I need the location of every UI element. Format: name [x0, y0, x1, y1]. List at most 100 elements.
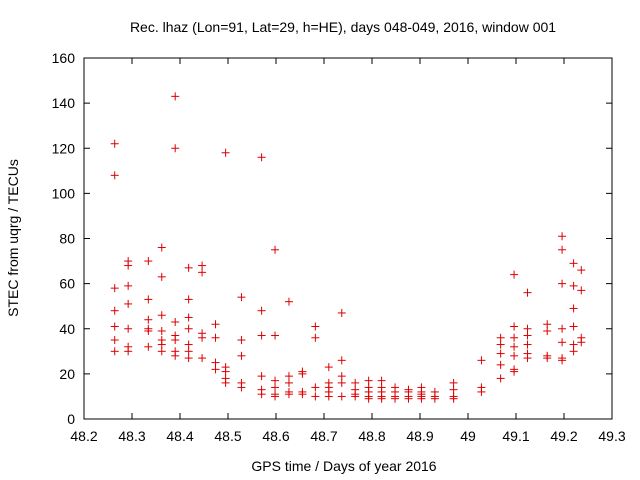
data-point: [477, 356, 486, 365]
data-point: [198, 354, 207, 363]
data-point: [496, 360, 505, 369]
x-tick-label: 48.3: [118, 428, 145, 444]
x-tick-label: 48.9: [406, 428, 433, 444]
x-tick-label: 48.6: [262, 428, 289, 444]
data-point: [221, 367, 230, 376]
data-point: [271, 331, 280, 340]
x-tick-label: 48.8: [358, 428, 385, 444]
y-tick-label: 40: [59, 321, 75, 337]
data-point: [311, 392, 320, 401]
data-point: [569, 304, 578, 313]
data-point: [337, 372, 346, 381]
data-point: [237, 293, 246, 302]
data-point: [211, 358, 220, 367]
data-point: [510, 270, 519, 279]
x-tick-label: 48.2: [70, 428, 97, 444]
data-point: [257, 331, 266, 340]
data-point: [144, 327, 153, 336]
y-axis-ticks: 0 20 40 60 80 100 120 140 160: [52, 50, 612, 427]
data-point: [577, 338, 586, 347]
data-point: [510, 367, 519, 376]
data-point: [337, 378, 346, 387]
data-point: [257, 390, 266, 399]
x-axis-label: GPS time / Days of year 2016: [251, 458, 436, 474]
x-axis-ticks: 48.2 48.3 48.4 48.5 48.6 48.7 48.8 48.9 49 49.1 49…: [70, 58, 626, 444]
data-point: [284, 372, 293, 381]
data-point: [211, 365, 220, 374]
data-point: [198, 333, 207, 342]
data-point: [364, 394, 373, 403]
data-point: [558, 356, 567, 365]
data-point: [271, 376, 280, 385]
y-tick-label: 60: [59, 276, 75, 292]
data-point: [510, 322, 519, 331]
data-point: [449, 385, 458, 394]
data-point: [110, 284, 119, 293]
data-point: [284, 390, 293, 399]
data-point: [404, 394, 413, 403]
data-point: [577, 286, 586, 295]
data-point: [569, 340, 578, 349]
data-point: [284, 297, 293, 306]
data-point: [221, 378, 230, 387]
data-point: [184, 340, 193, 349]
data-point: [523, 324, 532, 333]
data-point: [237, 351, 246, 360]
data-point: [257, 372, 266, 381]
data-point: [198, 261, 207, 270]
x-tick-label: 48.7: [310, 428, 337, 444]
data-point: [171, 336, 180, 345]
data-point: [221, 148, 230, 157]
data-point: [324, 392, 333, 401]
data-point: [171, 92, 180, 101]
data-point: [298, 390, 307, 399]
data-point: [124, 324, 133, 333]
data-point: [110, 139, 119, 148]
data-point: [324, 363, 333, 372]
x-tick-label: 49.3: [598, 428, 625, 444]
data-point: [569, 281, 578, 290]
data-point: [311, 322, 320, 331]
data-point: [510, 351, 519, 360]
data-point: [558, 279, 567, 288]
data-point: [391, 394, 400, 403]
data-point: [237, 383, 246, 392]
data-point: [171, 351, 180, 360]
data-point: [543, 354, 552, 363]
data-point: [311, 333, 320, 342]
data-point: [110, 322, 119, 331]
data-point: [337, 356, 346, 365]
data-point: [171, 317, 180, 326]
y-tick-label: 0: [67, 411, 75, 427]
data-point: [124, 347, 133, 356]
data-point: [496, 340, 505, 349]
data-point: [377, 376, 386, 385]
data-point: [157, 347, 166, 356]
data-point: [110, 336, 119, 345]
x-tick-label: 49.1: [502, 428, 529, 444]
data-point: [157, 327, 166, 336]
data-point: [430, 394, 439, 403]
data-point: [337, 308, 346, 317]
y-tick-label: 80: [59, 231, 75, 247]
data-point: [284, 378, 293, 387]
data-point: [157, 340, 166, 349]
data-point: [257, 153, 266, 162]
data-point: [496, 333, 505, 342]
data-point: [496, 349, 505, 358]
x-tick-label: 48.4: [166, 428, 193, 444]
data-point: [184, 324, 193, 333]
data-point: [558, 232, 567, 241]
data-point: [110, 171, 119, 180]
y-tick-label: 120: [52, 140, 76, 156]
data-point: [198, 268, 207, 277]
y-tick-label: 20: [59, 366, 75, 382]
data-point: [558, 245, 567, 254]
data-point: [271, 383, 280, 392]
data-point: [510, 342, 519, 351]
data-point: [377, 394, 386, 403]
data-point: [110, 347, 119, 356]
plot-border: [83, 57, 613, 420]
y-axis-label: STEC from uqrg / TECUs: [5, 159, 21, 317]
